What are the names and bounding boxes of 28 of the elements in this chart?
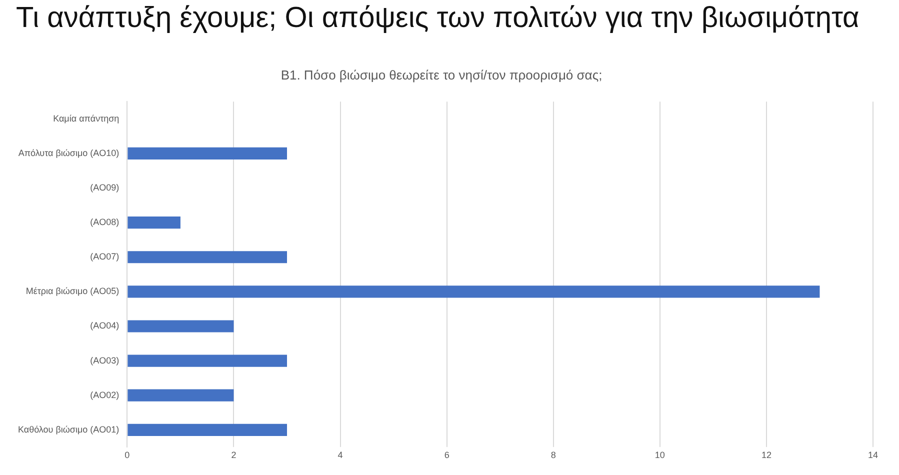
y-tick-label: (AO09) <box>90 182 120 192</box>
x-tick-label: 12 <box>761 450 772 460</box>
bar <box>128 389 234 402</box>
y-tick-label: (AO03) <box>90 355 120 366</box>
x-tick-label: 8 <box>550 450 556 460</box>
y-tick-label: (AO08) <box>90 217 120 228</box>
y-tick-label: Μέτρια βιώσιμο (AO05) <box>26 286 120 296</box>
bar <box>128 251 287 264</box>
x-tick-label: 0 <box>124 450 130 460</box>
x-tick-label: 2 <box>231 450 236 460</box>
chart-title: Τι ανάπτυξη έχουμε; Οι απόψεις των πολιτών για την βιωσιμότητα <box>16 2 860 35</box>
bar <box>128 424 287 436</box>
y-tick-label: (AO02) <box>90 390 120 400</box>
bar <box>128 320 234 332</box>
bar <box>128 286 820 298</box>
chart-subtitle: B1. Πόσο βιώσιμο θεωρείτε το νησί/τον προορισμό σας; <box>280 67 602 82</box>
bar <box>128 354 287 367</box>
x-tick-label: 4 <box>338 450 343 460</box>
x-tick-label: 14 <box>868 450 878 460</box>
y-tick-label: Καθόλου βιώσιμο (AO01) <box>18 424 120 434</box>
y-tick-label: Απόλυτα βιώσιμο (AO10) <box>18 148 120 158</box>
y-tick-label: Καμία απάντηση <box>53 113 120 124</box>
x-tick-label: 10 <box>654 450 665 460</box>
bar <box>128 216 180 229</box>
x-tick-label: 6 <box>444 450 450 460</box>
y-tick-label: (AO07) <box>90 252 120 262</box>
y-tick-label: (AO04) <box>90 320 120 331</box>
bar <box>128 147 287 160</box>
